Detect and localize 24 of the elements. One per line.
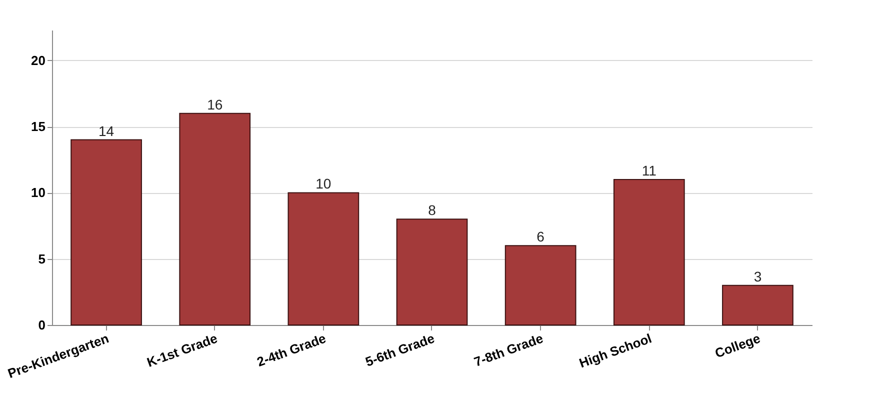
y-tick-label: 15 (31, 119, 46, 134)
bar (179, 112, 251, 326)
bar (613, 178, 685, 326)
data-label: 11 (642, 162, 657, 178)
bar (504, 245, 576, 326)
x-tick-label: 5-6th Grade (363, 330, 436, 370)
bar (722, 284, 794, 326)
bar (396, 218, 468, 326)
data-label: 3 (754, 268, 762, 284)
data-label: 8 (428, 202, 436, 218)
x-tick-label: College (712, 330, 762, 361)
x-tick-label: 2-4th Grade (254, 330, 328, 370)
data-label: 10 (316, 176, 332, 192)
y-tick-label: 5 (38, 251, 46, 266)
x-tick-label: 7-8th Grade (472, 330, 546, 370)
bar (70, 139, 142, 326)
bar (288, 192, 360, 326)
x-tick-label: K-1st Grade (144, 330, 220, 370)
data-label: 16 (207, 96, 223, 112)
y-tick-label: 0 (38, 318, 46, 332)
y-tick-label: 20 (31, 52, 46, 68)
data-label: 6 (536, 228, 545, 245)
data-label: 14 (98, 122, 114, 139)
y-tick-label: 10 (31, 185, 46, 200)
